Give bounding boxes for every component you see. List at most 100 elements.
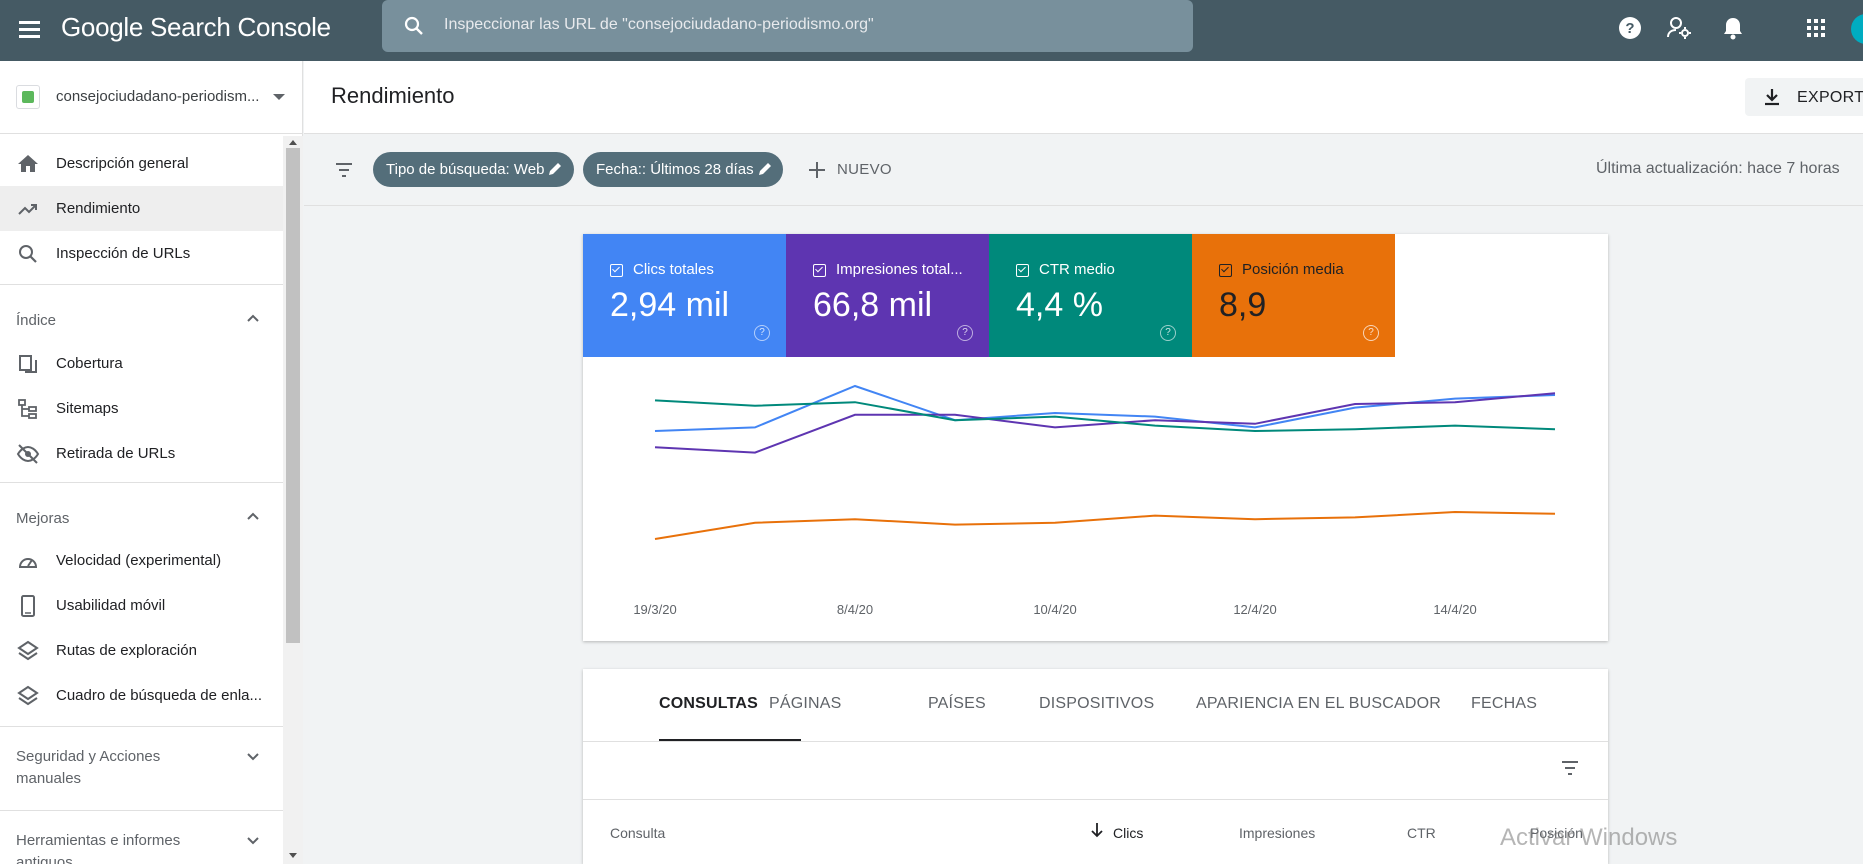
windows-activation-watermark: Activar Windows xyxy=(1500,824,1678,851)
sidebar-item-coverage[interactable]: Cobertura xyxy=(0,341,283,386)
url-inspection-search[interactable] xyxy=(382,0,1193,52)
section-index[interactable]: Índice xyxy=(0,296,283,341)
x-tick-label: 8/4/20 xyxy=(837,602,873,617)
sidebar-item-label: Cuadro de búsqueda de enla... xyxy=(56,687,262,704)
metric-total-impressions[interactable]: Impresiones total... 66,8 mil ? xyxy=(786,234,989,357)
column-header-ctr[interactable]: CTR xyxy=(1407,825,1436,841)
tab-dates[interactable]: FECHAS xyxy=(1471,669,1541,741)
series-line-4 xyxy=(654,510,1556,540)
menu-icon[interactable] xyxy=(15,14,45,44)
export-button[interactable]: EXPORTA xyxy=(1745,78,1863,116)
metric-value: 4,4 % xyxy=(1016,286,1103,324)
manage-users-icon[interactable] xyxy=(1665,14,1693,42)
sidebar-item-label: Rendimiento xyxy=(56,200,141,217)
tab-queries[interactable]: CONSULTAS xyxy=(659,669,801,741)
column-header-query[interactable]: Consulta xyxy=(610,825,666,841)
edit-icon[interactable] xyxy=(547,161,563,177)
sidebar-item-sitemaps[interactable]: Sitemaps xyxy=(0,386,283,431)
sidebar-item-performance[interactable]: Rendimiento xyxy=(0,186,283,231)
edit-icon[interactable] xyxy=(757,161,773,177)
tab-pages[interactable]: PÁGINAS xyxy=(769,669,849,741)
sitemap-icon xyxy=(18,399,37,419)
sidebar-item-overview[interactable]: Descripción general xyxy=(0,141,283,186)
tab-label: PAÍSES xyxy=(928,695,986,712)
active-tab-indicator xyxy=(659,739,801,741)
help-icon[interactable]: ? xyxy=(1160,325,1176,341)
page-title: Rendimiento xyxy=(331,83,455,108)
help-icon[interactable]: ? xyxy=(1616,14,1644,42)
sidebar-item-url-removals[interactable]: Retirada de URLs xyxy=(0,431,283,476)
plus-icon xyxy=(809,162,825,178)
help-icon[interactable]: ? xyxy=(1363,325,1379,341)
help-icon[interactable]: ? xyxy=(957,325,973,341)
scroll-up-arrow[interactable] xyxy=(289,140,297,145)
notifications-icon[interactable] xyxy=(1719,14,1747,42)
sidebar-item-label: Cobertura xyxy=(56,355,123,372)
scroll-down-arrow[interactable] xyxy=(289,853,297,858)
x-tick-label: 19/3/20 xyxy=(633,602,676,617)
checkbox-checked-icon[interactable] xyxy=(1219,264,1232,277)
help-icon[interactable]: ? xyxy=(754,325,770,341)
filter-icon[interactable] xyxy=(333,159,355,181)
tab-search-appearance[interactable]: APARIENCIA EN EL BUSCADOR xyxy=(1196,669,1441,741)
metric-average-position[interactable]: Posición media 8,9 ? xyxy=(1192,234,1395,357)
app-logo[interactable]: Google Search Console xyxy=(61,12,331,42)
section-enhancements[interactable]: Mejoras xyxy=(0,494,283,539)
section-legacy-tools[interactable]: Herramientas e informes antiguos xyxy=(0,824,283,864)
apps-grid-icon[interactable] xyxy=(1802,14,1830,42)
dropdown-caret-icon xyxy=(273,94,285,100)
chevron-up-icon xyxy=(247,314,259,322)
sidebar-item-breadcrumbs[interactable]: Rutas de exploración xyxy=(0,628,283,673)
sidebar-item-mobile-usability[interactable]: Usabilidad móvil xyxy=(0,583,283,628)
tab-countries[interactable]: PAÍSES xyxy=(928,669,988,741)
table-filter-icon[interactable] xyxy=(1559,757,1581,779)
date-range-chip[interactable]: Fecha:: Últimos 28 días xyxy=(583,152,783,187)
metric-value: 2,94 mil xyxy=(610,286,730,324)
chip-label: Tipo de búsqueda: Web xyxy=(386,161,545,178)
metric-average-ctr[interactable]: CTR medio 4,4 % ? xyxy=(989,234,1192,357)
speed-icon xyxy=(18,558,38,568)
search-type-chip[interactable]: Tipo de búsqueda: Web xyxy=(373,152,574,187)
metric-value: 8,9 xyxy=(1219,286,1267,324)
checkbox-checked-icon[interactable] xyxy=(813,264,826,277)
divider xyxy=(0,810,283,811)
search-icon xyxy=(19,245,37,263)
sidebar-item-speed[interactable]: Velocidad (experimental) xyxy=(0,538,283,583)
x-tick-label: 14/4/20 xyxy=(1433,602,1476,617)
section-security[interactable]: Seguridad y Acciones manuales xyxy=(0,740,283,792)
metric-total-clicks[interactable]: Clics totales 2,94 mil ? xyxy=(583,234,786,357)
results-table-card: CONSULTAS PÁGINAS PAÍSES DISPOSITIVOS AP… xyxy=(583,669,1608,864)
property-selector[interactable]: consejociudadano-periodism... xyxy=(0,61,303,134)
x-tick-label: 10/4/20 xyxy=(1033,602,1076,617)
series-line-3 xyxy=(654,399,1556,433)
property-name: consejociudadano-periodism... xyxy=(56,88,260,105)
tab-label: CONSULTAS xyxy=(659,695,758,712)
column-header-position[interactable]: Posición xyxy=(1530,825,1583,841)
column-header-clicks[interactable]: Clics xyxy=(1113,825,1144,841)
trending-up-icon xyxy=(18,204,37,215)
sidebar-item-sitelinks-searchbox[interactable]: Cuadro de búsqueda de enla... xyxy=(0,673,283,718)
scroll-thumb[interactable] xyxy=(286,148,300,643)
metric-label: CTR medio xyxy=(1039,261,1115,278)
search-input[interactable] xyxy=(444,12,1164,38)
divider xyxy=(0,284,283,285)
layers-icon xyxy=(17,685,39,706)
checkbox-checked-icon[interactable] xyxy=(1016,264,1029,277)
new-filter-button[interactable]: NUEVO xyxy=(802,154,902,186)
checkbox-checked-icon[interactable] xyxy=(610,264,623,277)
property-icon xyxy=(16,85,40,109)
tab-label: FECHAS xyxy=(1471,695,1538,712)
tab-devices[interactable]: DISPOSITIVOS xyxy=(1039,669,1154,741)
sidebar-item-url-inspection[interactable]: Inspección de URLs xyxy=(0,231,283,276)
sort-arrow-down-icon[interactable] xyxy=(1089,821,1105,839)
section-label: Seguridad y Acciones manuales xyxy=(16,748,161,787)
sidebar-item-label: Usabilidad móvil xyxy=(56,597,166,614)
performance-line-chart: 19/3/20 8/4/20 10/4/20 12/4/20 14/4/20 xyxy=(633,384,1556,617)
column-header-impressions[interactable]: Impresiones xyxy=(1239,825,1316,841)
sidebar-scrollbar[interactable] xyxy=(283,136,303,864)
chevron-down-icon xyxy=(247,753,259,761)
metric-label: Clics totales xyxy=(633,261,714,278)
account-avatar[interactable] xyxy=(1851,14,1863,44)
divider xyxy=(583,741,1608,742)
section-label: Herramientas e informes antiguos xyxy=(16,832,181,864)
